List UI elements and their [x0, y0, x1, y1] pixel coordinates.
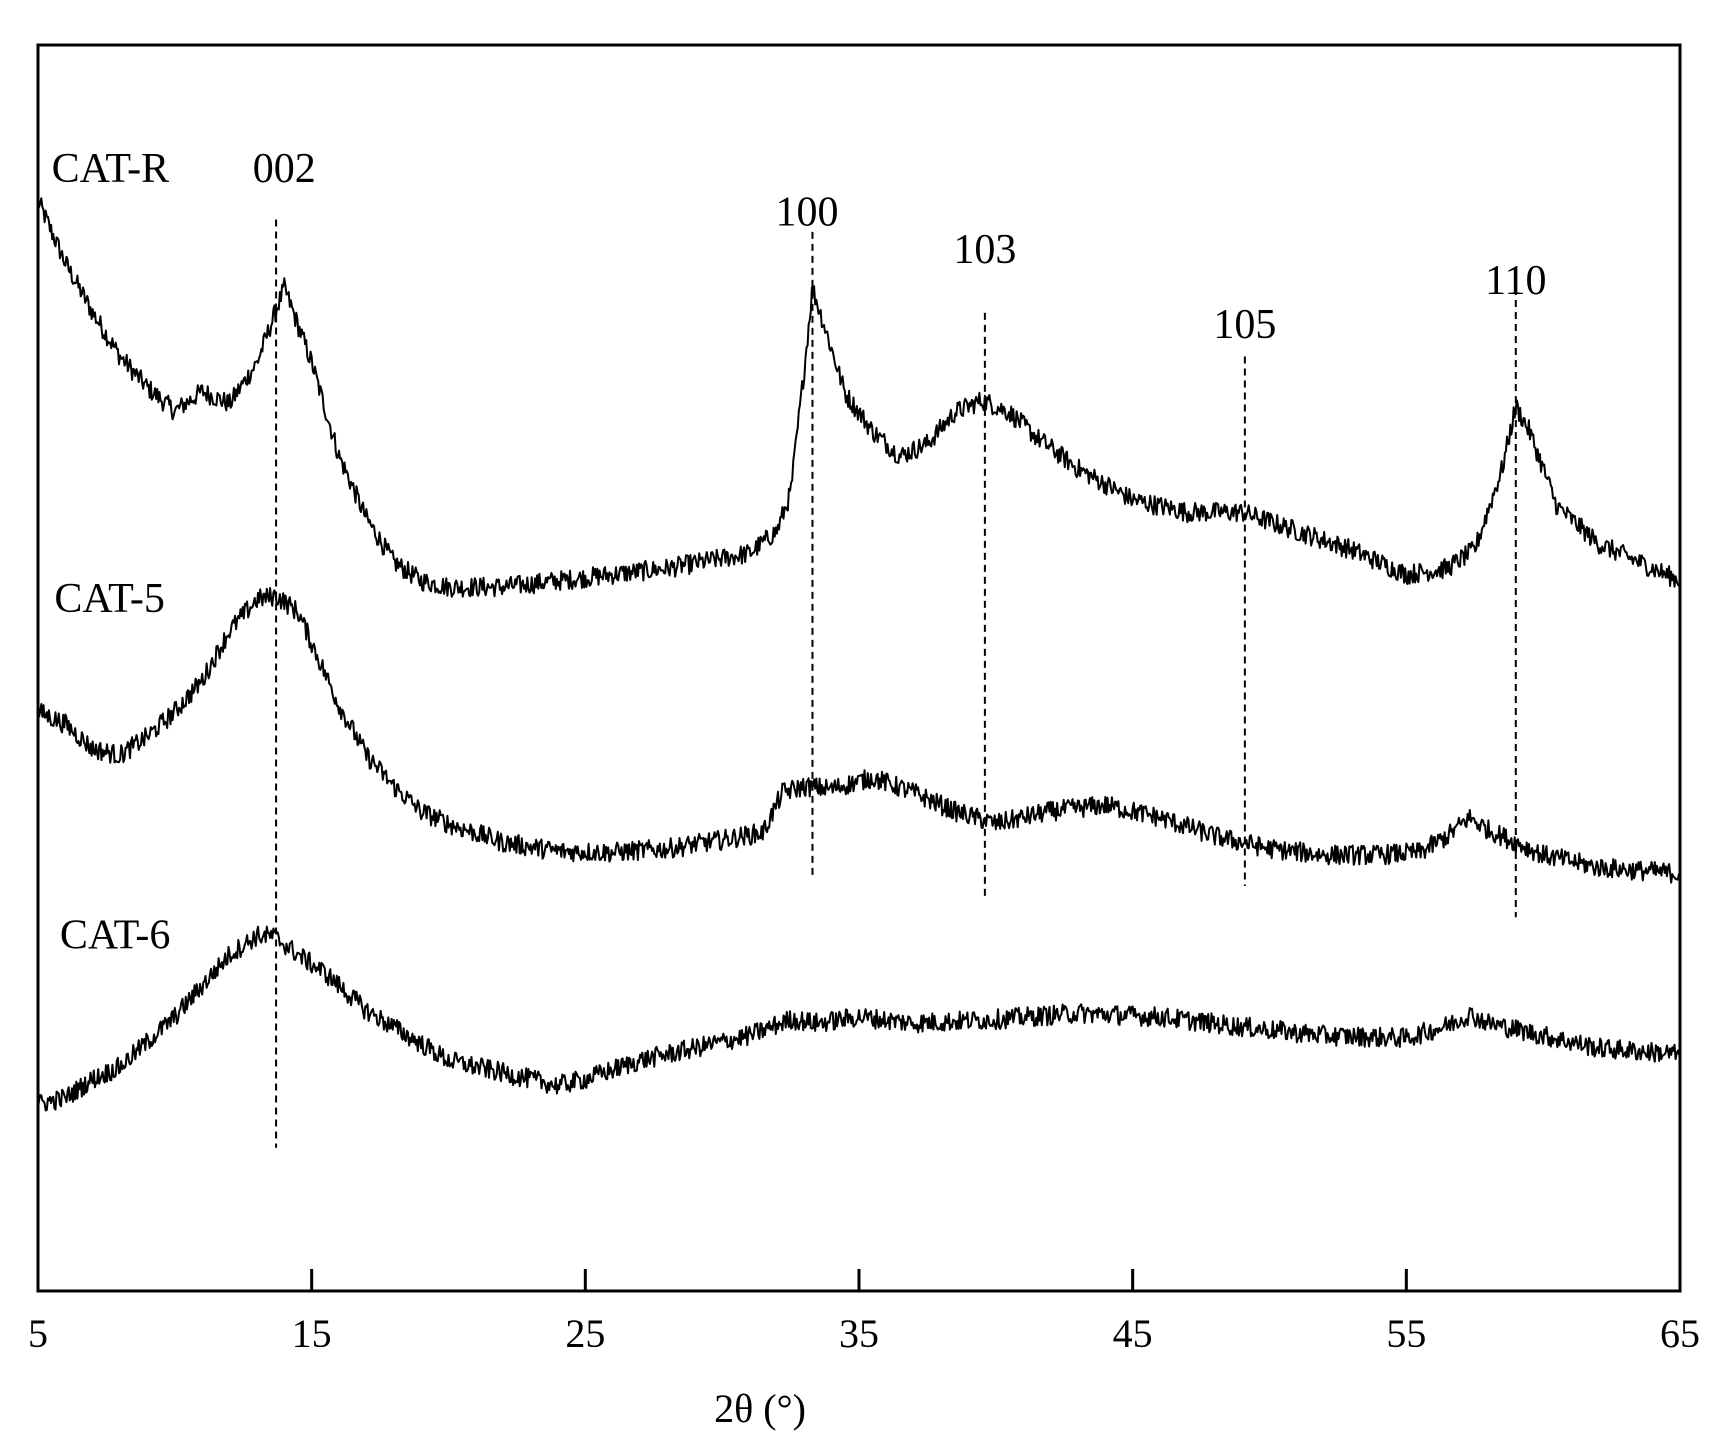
x-axis-title: 2θ (°) — [714, 1386, 806, 1431]
reference-lines — [275, 219, 1517, 1148]
x-tick-label: 15 — [292, 1311, 332, 1356]
series-label: CAT-6 — [60, 912, 170, 958]
series-label: CAT-5 — [54, 576, 164, 622]
series-line-cat-6 — [37, 925, 1681, 1112]
x-tick-label: 25 — [565, 1311, 605, 1356]
peak-label: 002 — [253, 146, 316, 192]
x-tick-label: 45 — [1113, 1311, 1153, 1356]
x-tick-label: 65 — [1660, 1311, 1700, 1356]
series-line-cat-r — [37, 197, 1681, 598]
x-tick-label: 35 — [839, 1311, 879, 1356]
series-label: CAT-R — [52, 146, 170, 192]
x-axis: 5 15 25 35 45 55 65 — [28, 1269, 1700, 1356]
peak-label: 100 — [776, 190, 839, 236]
x-tick-label: 5 — [28, 1311, 48, 1356]
peak-label: 105 — [1213, 302, 1276, 348]
peak-label: 103 — [953, 227, 1016, 273]
series-line-cat-5 — [37, 587, 1681, 884]
labels-layer: 002 100 103 105 110 CAT-R CAT-5 CAT-6 — [52, 146, 1547, 958]
series-layer — [37, 197, 1681, 1112]
peak-label: 110 — [1485, 258, 1546, 304]
x-tick-label: 55 — [1386, 1311, 1426, 1356]
